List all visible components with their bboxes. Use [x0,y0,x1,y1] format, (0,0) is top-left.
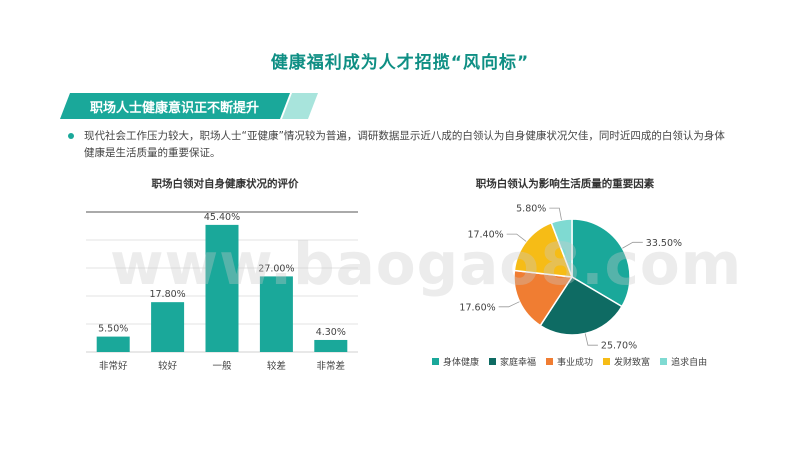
legend-item: 追求自由 [660,355,707,368]
legend-swatch [432,357,439,365]
legend-label: 发财致富 [614,357,651,368]
legend-label: 身体健康 [443,357,480,368]
pie-value-label: 17.60% [459,302,495,313]
legend-label: 追求自由 [671,357,708,368]
pie-leader-line [498,301,520,308]
pie-slice-3 [513,221,574,278]
legend-label: 事业成功 [557,357,594,368]
pie-slice-1 [539,275,623,336]
section-heading: 职场人士健康意识正不断提升 [90,101,260,116]
pie-slice-0 [571,218,631,308]
pie-value-label: 33.50% [646,238,682,249]
pie-chart-title: 职场白领认为影响生活质量的重要因素 [475,178,655,190]
bar-value-label: 4.30% [316,327,346,338]
bar-category-label: 较差 [267,360,286,372]
legend-swatch [546,357,554,365]
legend-item: 身体健康 [432,355,479,368]
bullet-dot [68,133,74,139]
pie-legend: 身体健康 家庭幸福 事业成功 发财致富 追求自由 [432,354,717,368]
pie-leader-line [622,241,643,249]
pie-leader-line [549,207,562,221]
legend-item: 家庭幸福 [489,355,536,368]
section-banner: 职场人士健康意识正不断提升 [60,93,318,119]
bar-4 [314,339,348,352]
pie-leader-line [506,233,527,242]
pie-value-label: 25.70% [601,341,637,352]
pie-value-label: 5.80% [516,204,546,215]
legend-label: 家庭幸福 [500,357,537,368]
bar-value-label: 5.50% [98,324,128,335]
legend-item: 发财致富 [603,355,650,368]
bar-category-label: 非常差 [317,360,346,372]
bar-3 [259,276,293,352]
bar-category-label: 非常好 [99,360,128,372]
bar-1 [151,302,185,352]
legend-item: 事业成功 [546,355,593,368]
bar-2 [205,224,239,352]
bar-category-label: 一般 [212,360,232,372]
page-title: 健康福利成为人才招揽“风向标” [270,53,530,73]
pie-slice-4 [550,218,573,278]
pie-slice-2 [513,269,574,327]
bar-value-label: 17.80% [149,289,185,300]
bar-chart-title: 职场白领对自身健康状况的评价 [151,178,299,190]
legend-swatch [660,357,668,365]
legend-swatch [603,357,611,365]
pie-value-label: 17.40% [467,230,503,241]
bar-category-label: 较好 [158,360,178,372]
description-text: 现代社会工作压力较大，职场人士“亚健康”情况较为普遍，调研数据显示近八成的白领认… [84,130,725,159]
pie-leader-line [584,333,598,346]
banner-shape [60,93,318,119]
bar-value-label: 45.40% [204,212,240,223]
legend-swatch [489,357,497,365]
bar-value-label: 27.00% [258,263,294,274]
bar-0 [96,336,130,352]
